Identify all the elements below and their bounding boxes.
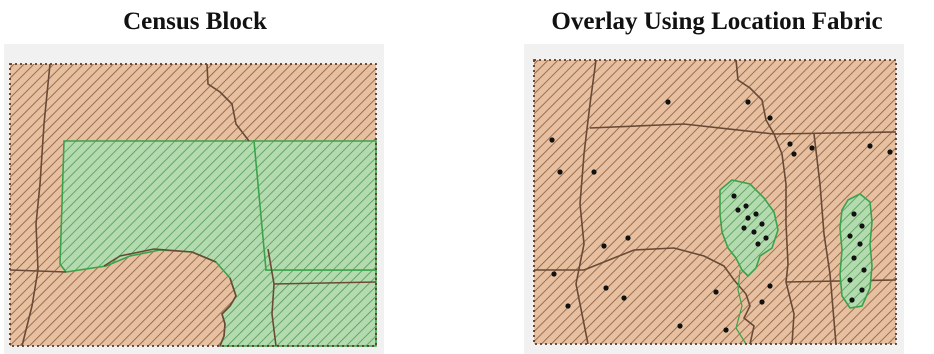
fabric-point <box>751 229 757 235</box>
fabric-point <box>753 211 759 217</box>
fabric-point <box>621 295 627 301</box>
fabric-point <box>549 137 555 143</box>
census-boundaries <box>534 59 897 345</box>
fabric-point <box>847 277 853 283</box>
overlay-map-panel <box>524 44 904 354</box>
fabric-point <box>857 241 863 247</box>
fabric-point <box>787 141 793 147</box>
census-block-title: Census Block <box>123 8 267 35</box>
populated-cluster-right <box>839 193 873 309</box>
fabric-point <box>759 221 765 227</box>
fabric-point <box>551 271 557 277</box>
fabric-point <box>859 223 865 229</box>
map-frame <box>9 63 377 347</box>
fabric-point <box>887 149 893 155</box>
fabric-point <box>755 241 761 247</box>
fabric-point <box>791 151 797 157</box>
map-frame <box>533 59 897 345</box>
fabric-point <box>767 115 773 121</box>
fabric-point <box>557 169 563 175</box>
fabric-point <box>731 193 737 199</box>
fabric-point <box>625 235 631 241</box>
fabric-point <box>601 243 607 249</box>
census-block-map <box>9 63 377 347</box>
fabric-point <box>851 255 857 261</box>
fabric-point <box>849 297 855 303</box>
fabric-point <box>665 99 671 105</box>
populated-cluster-center <box>719 179 779 278</box>
fabric-point <box>743 203 749 209</box>
fabric-point <box>767 283 773 289</box>
fabric-point <box>677 323 683 329</box>
census-boundaries <box>9 63 377 347</box>
fabric-point <box>847 233 853 239</box>
location-fabric-points <box>549 99 893 333</box>
fabric-point <box>867 143 873 149</box>
fabric-point <box>851 211 857 217</box>
fabric-point <box>565 303 571 309</box>
populated-census-block-right <box>253 140 377 271</box>
fabric-point <box>861 267 867 273</box>
overlay-map <box>533 59 897 345</box>
fabric-point <box>859 287 865 293</box>
cluster-link <box>735 269 747 345</box>
fabric-point <box>741 225 747 231</box>
fabric-point <box>603 285 609 291</box>
fabric-point <box>809 145 815 151</box>
fabric-point <box>745 215 751 221</box>
fabric-point <box>745 99 751 105</box>
fabric-point <box>723 327 729 333</box>
census-block-map-panel <box>4 44 384 354</box>
fabric-point <box>735 207 741 213</box>
fabric-point <box>591 169 597 175</box>
fabric-point <box>759 299 765 305</box>
fabric-point <box>713 289 719 295</box>
overlay-title: Overlay Using Location Fabric <box>551 8 883 35</box>
fabric-point <box>763 235 769 241</box>
unpopulated-area <box>534 60 896 344</box>
